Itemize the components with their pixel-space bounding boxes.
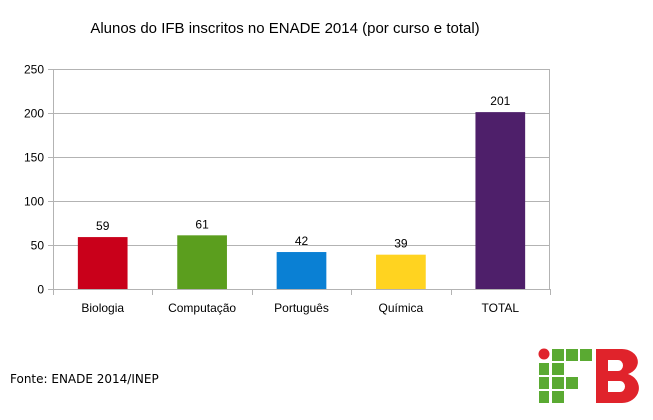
logo-f-block-5 (552, 377, 564, 389)
bars (77, 112, 526, 290)
ytick-label: 150 (24, 151, 44, 165)
logo-b-letter (596, 349, 639, 403)
labels: 0 50 100 150 200 250 59 Biologia 61 Computação 42 P… (24, 63, 519, 316)
xtick-label: Computação (168, 301, 236, 315)
data-label: 201 (490, 94, 510, 108)
axes (53, 69, 551, 295)
logo-f-block-4 (552, 363, 564, 375)
bar-biologia (77, 237, 128, 289)
chart-title: Alunos do IFB inscritos no ENADE 2014 (p… (90, 20, 479, 37)
plot-frame (53, 69, 550, 290)
logo-dot (538, 348, 550, 360)
logo-f-block-7 (552, 391, 564, 403)
logo-i-block-1 (539, 363, 549, 375)
data-label: 39 (394, 237, 408, 251)
logo-i-block-3 (539, 391, 549, 403)
logo-f-block-2 (566, 349, 578, 361)
data-label: 42 (295, 234, 309, 248)
xtick-label: Biologia (81, 301, 124, 315)
ifb-logo (538, 348, 639, 403)
ytick-label: 100 (24, 195, 44, 209)
ytick-label: 250 (24, 63, 44, 77)
ytick-label: 50 (31, 239, 45, 253)
bar-química (376, 254, 426, 289)
xtick-label: TOTAL (482, 301, 520, 315)
data-label: 61 (195, 217, 209, 231)
source-note: Fonte: ENADE 2014/INEP (10, 372, 159, 386)
logo-f-block-1 (552, 349, 564, 361)
bar-computação (177, 235, 227, 289)
bar-português (276, 252, 327, 289)
data-label: 59 (96, 219, 110, 233)
logo-f-block-3 (580, 349, 592, 361)
logo-i-block-2 (539, 377, 549, 389)
xtick-label: Química (379, 301, 424, 315)
xtick-label: Português (274, 301, 329, 315)
bar-total (475, 112, 526, 290)
ytick-label: 0 (37, 283, 44, 297)
ytick-label: 200 (24, 107, 44, 121)
logo-f-block-6 (566, 377, 578, 389)
